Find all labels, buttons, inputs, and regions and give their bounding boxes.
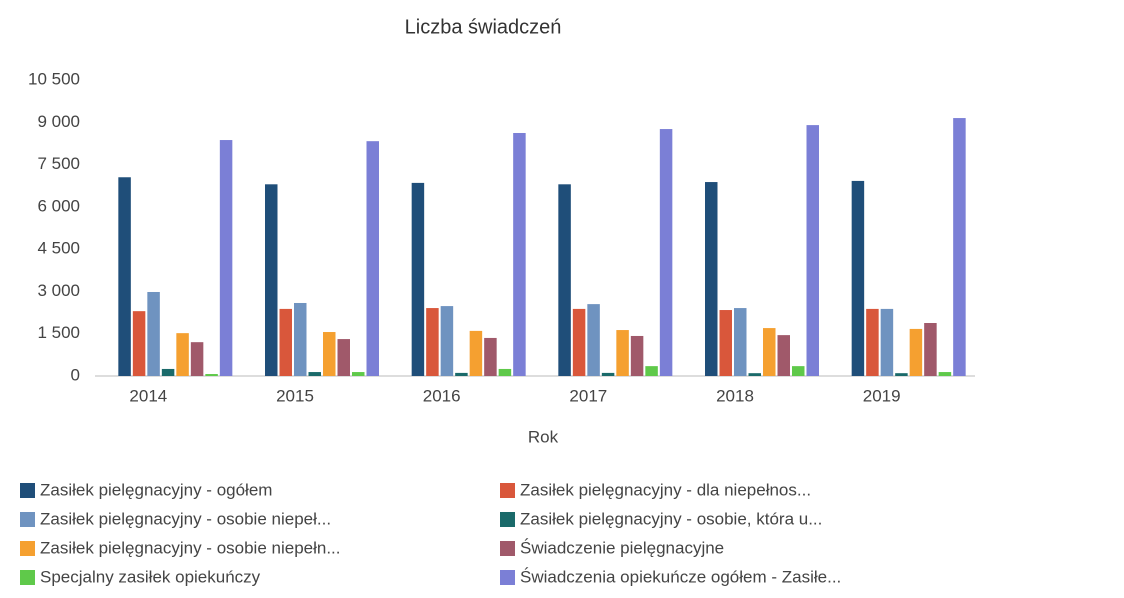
bar <box>118 177 131 376</box>
bar <box>411 182 425 376</box>
x-tick-label: 2014 <box>129 386 167 405</box>
bar <box>763 328 776 376</box>
bar <box>265 184 278 376</box>
bar <box>572 308 586 376</box>
bar <box>337 339 350 376</box>
bar <box>426 308 439 376</box>
legend-label: Zasiłek pielęgnacyjny - dla niepełnos... <box>520 480 811 499</box>
bar <box>279 308 292 376</box>
legend-label: Specjalny zasiłek opiekuńczy <box>40 567 261 586</box>
y-tick-label: 9 000 <box>37 112 80 131</box>
x-tick-label: 2017 <box>569 386 607 405</box>
legend-label: Zasiłek pielęgnacyjny - ogółem <box>40 480 272 499</box>
legend-swatch <box>20 570 35 585</box>
legend-swatch <box>20 483 35 498</box>
x-tick-label: 2015 <box>276 386 314 405</box>
x-tick-label: 2018 <box>716 386 754 405</box>
legend-swatch <box>500 541 515 556</box>
bar <box>953 118 966 377</box>
bar <box>851 180 865 376</box>
bar <box>469 330 483 376</box>
bar <box>132 311 146 376</box>
bar <box>558 184 571 376</box>
bar <box>866 308 879 376</box>
bar <box>176 333 189 376</box>
y-tick-label: 3 000 <box>37 281 80 300</box>
y-tick-label: 0 <box>71 365 80 384</box>
bar <box>601 372 615 376</box>
bar <box>352 372 365 376</box>
bar <box>161 368 175 376</box>
bar <box>880 308 894 376</box>
bar <box>513 132 526 376</box>
bar <box>938 372 952 376</box>
legend-label: Świadczenie pielęgnacyjne <box>520 538 724 557</box>
bar <box>205 374 218 376</box>
legend-label: Zasiłek pielęgnacyjny - osobie, która u.… <box>520 509 822 528</box>
legend-swatch <box>500 570 515 585</box>
bar <box>924 323 937 376</box>
bar <box>587 304 600 376</box>
legend-label: Zasiłek pielęgnacyjny - osobie niepeł... <box>40 509 331 528</box>
bar <box>806 125 819 376</box>
bar <box>630 335 644 376</box>
bar <box>777 335 790 376</box>
bar <box>895 373 908 376</box>
bar <box>909 328 923 376</box>
bar <box>498 368 512 376</box>
bar <box>308 372 321 376</box>
bar <box>147 291 160 376</box>
bar <box>294 302 307 376</box>
legend-label: Zasiłek pielęgnacyjny - osobie niepełn..… <box>40 538 341 557</box>
y-tick-label: 7 500 <box>37 154 80 173</box>
bar <box>719 310 732 376</box>
bar <box>748 373 761 376</box>
bar <box>659 129 673 376</box>
bar <box>219 140 233 376</box>
y-tick-label: 4 500 <box>37 239 80 258</box>
legend-swatch <box>20 512 35 527</box>
legend-swatch <box>500 512 515 527</box>
bar <box>440 306 454 376</box>
bar <box>484 337 497 376</box>
x-tick-label: 2019 <box>863 386 901 405</box>
bar <box>792 366 805 376</box>
bar <box>366 141 379 376</box>
bar <box>645 366 658 376</box>
bar <box>323 332 336 376</box>
legend-swatch <box>20 541 35 556</box>
bar <box>616 330 629 376</box>
bar <box>190 342 204 376</box>
bar <box>705 182 718 376</box>
chart-title: Liczba świadczeń <box>405 16 562 38</box>
bar <box>734 308 747 376</box>
x-axis-label: Rok <box>528 427 559 446</box>
legend-swatch <box>500 483 515 498</box>
y-tick-label: 6 000 <box>37 196 80 215</box>
y-tick-label: 10 500 <box>28 69 80 88</box>
legend-label: Świadczenia opiekuńcze ogółem - Zasiłe..… <box>520 567 841 586</box>
y-tick-label: 1 500 <box>37 323 80 342</box>
x-tick-label: 2016 <box>423 386 461 405</box>
bar <box>455 372 468 376</box>
